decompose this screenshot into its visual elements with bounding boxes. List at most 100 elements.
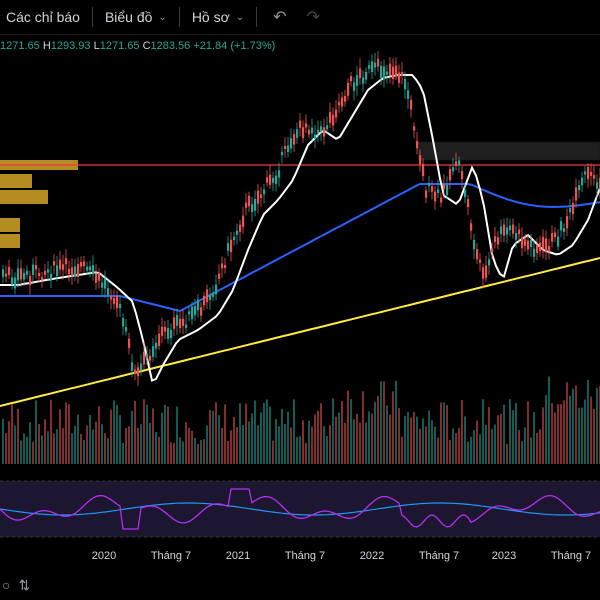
volume-bar bbox=[539, 429, 541, 464]
candle-body bbox=[545, 238, 548, 252]
volume-bar bbox=[566, 382, 568, 464]
volume-bar bbox=[410, 417, 412, 464]
candle-body bbox=[476, 249, 479, 260]
volume-bar bbox=[257, 425, 259, 464]
toolbar-divider bbox=[178, 7, 180, 27]
chart-menu-button[interactable]: Biểu đồ ⌄ bbox=[99, 0, 173, 34]
undo-icon[interactable]: ↶ bbox=[273, 9, 287, 26]
candle-body bbox=[20, 268, 23, 280]
volume-bar bbox=[398, 408, 400, 464]
volume-bar bbox=[293, 399, 295, 464]
candle-body bbox=[182, 318, 185, 326]
volume-bar bbox=[185, 422, 187, 464]
candle-body bbox=[332, 114, 335, 126]
volume-bar bbox=[284, 424, 286, 464]
volume-bar bbox=[407, 412, 409, 464]
volume-bar bbox=[119, 415, 121, 464]
indicators-button[interactable]: Các chỉ báo bbox=[0, 0, 86, 34]
candle-body bbox=[230, 239, 233, 253]
volume-bar bbox=[65, 402, 67, 464]
candle-body bbox=[68, 268, 71, 274]
volume-bar bbox=[428, 410, 430, 464]
candle-body bbox=[530, 240, 533, 247]
volume-bar bbox=[596, 387, 598, 464]
candle-body bbox=[14, 277, 17, 289]
candle-body bbox=[479, 259, 482, 263]
volume-bar bbox=[35, 400, 37, 464]
candle-body bbox=[266, 177, 269, 183]
candle-body bbox=[257, 190, 260, 204]
volume-bar bbox=[440, 402, 442, 464]
candle-body bbox=[494, 236, 497, 243]
volume-bar bbox=[149, 422, 151, 464]
candle-body bbox=[515, 233, 518, 240]
rsi-pane[interactable] bbox=[0, 477, 600, 541]
volume-bar bbox=[14, 425, 16, 464]
candle-body bbox=[71, 267, 74, 277]
candle-body bbox=[464, 189, 467, 198]
volume-bar bbox=[248, 421, 250, 464]
candle-body bbox=[398, 72, 401, 83]
volume-bar bbox=[137, 427, 139, 464]
volume-bar bbox=[122, 442, 124, 464]
time-axis-label: 2022 bbox=[359, 550, 385, 562]
ma-mid-line bbox=[0, 183, 600, 313]
candle-body bbox=[338, 102, 341, 106]
toolbar-divider bbox=[256, 7, 258, 27]
volume-bar bbox=[560, 404, 562, 464]
candle-body bbox=[410, 99, 413, 110]
volume-bar bbox=[206, 425, 208, 464]
volume-bar bbox=[278, 426, 280, 464]
candle-body bbox=[56, 265, 59, 277]
candle-body bbox=[203, 295, 206, 306]
volume-bar bbox=[323, 426, 325, 464]
resistance-zone bbox=[417, 141, 600, 161]
volume-bar bbox=[359, 422, 361, 464]
redo-icon[interactable]: ↷ bbox=[306, 9, 320, 26]
volume-bar bbox=[578, 407, 580, 464]
candle-body bbox=[458, 160, 461, 166]
volume-bar bbox=[392, 391, 394, 464]
candle-body bbox=[386, 71, 389, 75]
volume-bar bbox=[17, 408, 19, 464]
candle-body bbox=[548, 245, 551, 252]
volume-bar bbox=[263, 402, 265, 464]
volume-bar bbox=[194, 437, 196, 464]
volume-bar bbox=[296, 437, 298, 464]
candle-body bbox=[446, 184, 449, 196]
candle-body bbox=[428, 182, 431, 187]
volume-bar bbox=[443, 402, 445, 464]
candle-body bbox=[269, 174, 272, 185]
volume-bar bbox=[155, 432, 157, 464]
candle-body bbox=[170, 329, 173, 339]
candle-body bbox=[167, 328, 170, 339]
price-chart[interactable] bbox=[0, 34, 600, 464]
candle-body bbox=[101, 282, 104, 288]
volume-bar bbox=[485, 424, 487, 464]
candle-body bbox=[164, 326, 167, 332]
candle-body bbox=[470, 223, 473, 231]
candle-body bbox=[341, 97, 344, 107]
profile-menu-button[interactable]: Hồ sơ ⌄ bbox=[186, 0, 250, 34]
volume-bar bbox=[20, 440, 22, 464]
candle-body bbox=[38, 272, 41, 277]
replay-icon[interactable]: ⇅ bbox=[18, 576, 31, 593]
candle-body bbox=[242, 215, 245, 227]
candle-body bbox=[482, 267, 485, 279]
volume-profile-bar bbox=[0, 218, 20, 232]
candle-body bbox=[209, 294, 212, 301]
stop-icon[interactable]: ○ bbox=[2, 577, 11, 593]
volume-bar bbox=[146, 404, 148, 464]
candle-body bbox=[224, 264, 227, 269]
candle-body bbox=[419, 155, 422, 165]
volume-bar bbox=[419, 428, 421, 464]
candle-body bbox=[416, 141, 419, 149]
volume-bar bbox=[353, 419, 355, 464]
candle-body bbox=[110, 296, 113, 300]
volume-profile-bar bbox=[0, 190, 48, 204]
candle-body bbox=[596, 182, 599, 189]
candle-body bbox=[41, 277, 44, 281]
candle-body bbox=[245, 202, 248, 208]
volume-bar bbox=[269, 406, 271, 464]
volume-bar bbox=[281, 408, 283, 464]
